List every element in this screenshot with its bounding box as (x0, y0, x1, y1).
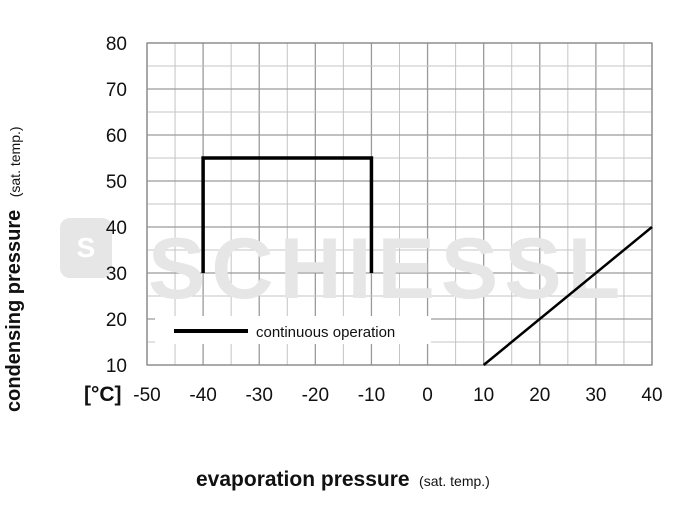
chart-series (201, 156, 653, 366)
x-tick-label: -10 (358, 385, 385, 406)
y-axis-label: condensing pressure (sat. temp.) (3, 126, 25, 412)
series-continuous-operation (201, 156, 374, 273)
series-boundary-line (482, 226, 653, 366)
legend-label: continuous operation (256, 324, 395, 341)
x-tick-label: 20 (529, 385, 550, 406)
unit-label: [°C] (84, 383, 122, 406)
x-tick-label: -20 (302, 385, 329, 406)
y-tick-label: 10 (106, 356, 127, 377)
x-tick-label: -40 (189, 385, 216, 406)
y-tick-labels: 10 20 30 40 50 60 70 80 (106, 34, 127, 377)
x-axis-label-main: evaporation pressure (196, 468, 410, 491)
x-tick-label: -30 (245, 385, 272, 406)
y-tick-label: 20 (106, 310, 127, 331)
x-axis-label-note: (sat. temp.) (419, 473, 490, 489)
chart-legend: continuous operation (155, 316, 431, 344)
watermark-text: SCHIESSL (148, 221, 626, 317)
x-tick-labels: -50 -40 -30 -20 -10 0 10 20 30 40 (133, 385, 662, 406)
x-axis-label: evaporation pressure (sat. temp.) (196, 468, 490, 491)
y-tick-label: 40 (106, 218, 127, 239)
x-tick-label: -50 (133, 385, 160, 406)
y-axis-label-note: (sat. temp.) (7, 126, 23, 197)
watermark: S SCHIESSL (60, 218, 626, 317)
y-tick-label: 80 (106, 34, 127, 55)
x-tick-label: 0 (422, 385, 433, 406)
x-tick-label: 10 (473, 385, 494, 406)
watermark-badge (60, 218, 112, 278)
y-tick-label: 70 (106, 80, 127, 101)
y-tick-label: 30 (106, 264, 127, 285)
plot-frame (146, 42, 653, 366)
y-axis-label-main: condensing pressure (3, 210, 25, 412)
watermark-badge-letter: S (77, 232, 96, 263)
x-tick-label: 30 (585, 385, 606, 406)
x-tick-label: 40 (641, 385, 662, 406)
y-tick-label: 50 (106, 172, 127, 193)
y-tick-label: 60 (106, 126, 127, 147)
